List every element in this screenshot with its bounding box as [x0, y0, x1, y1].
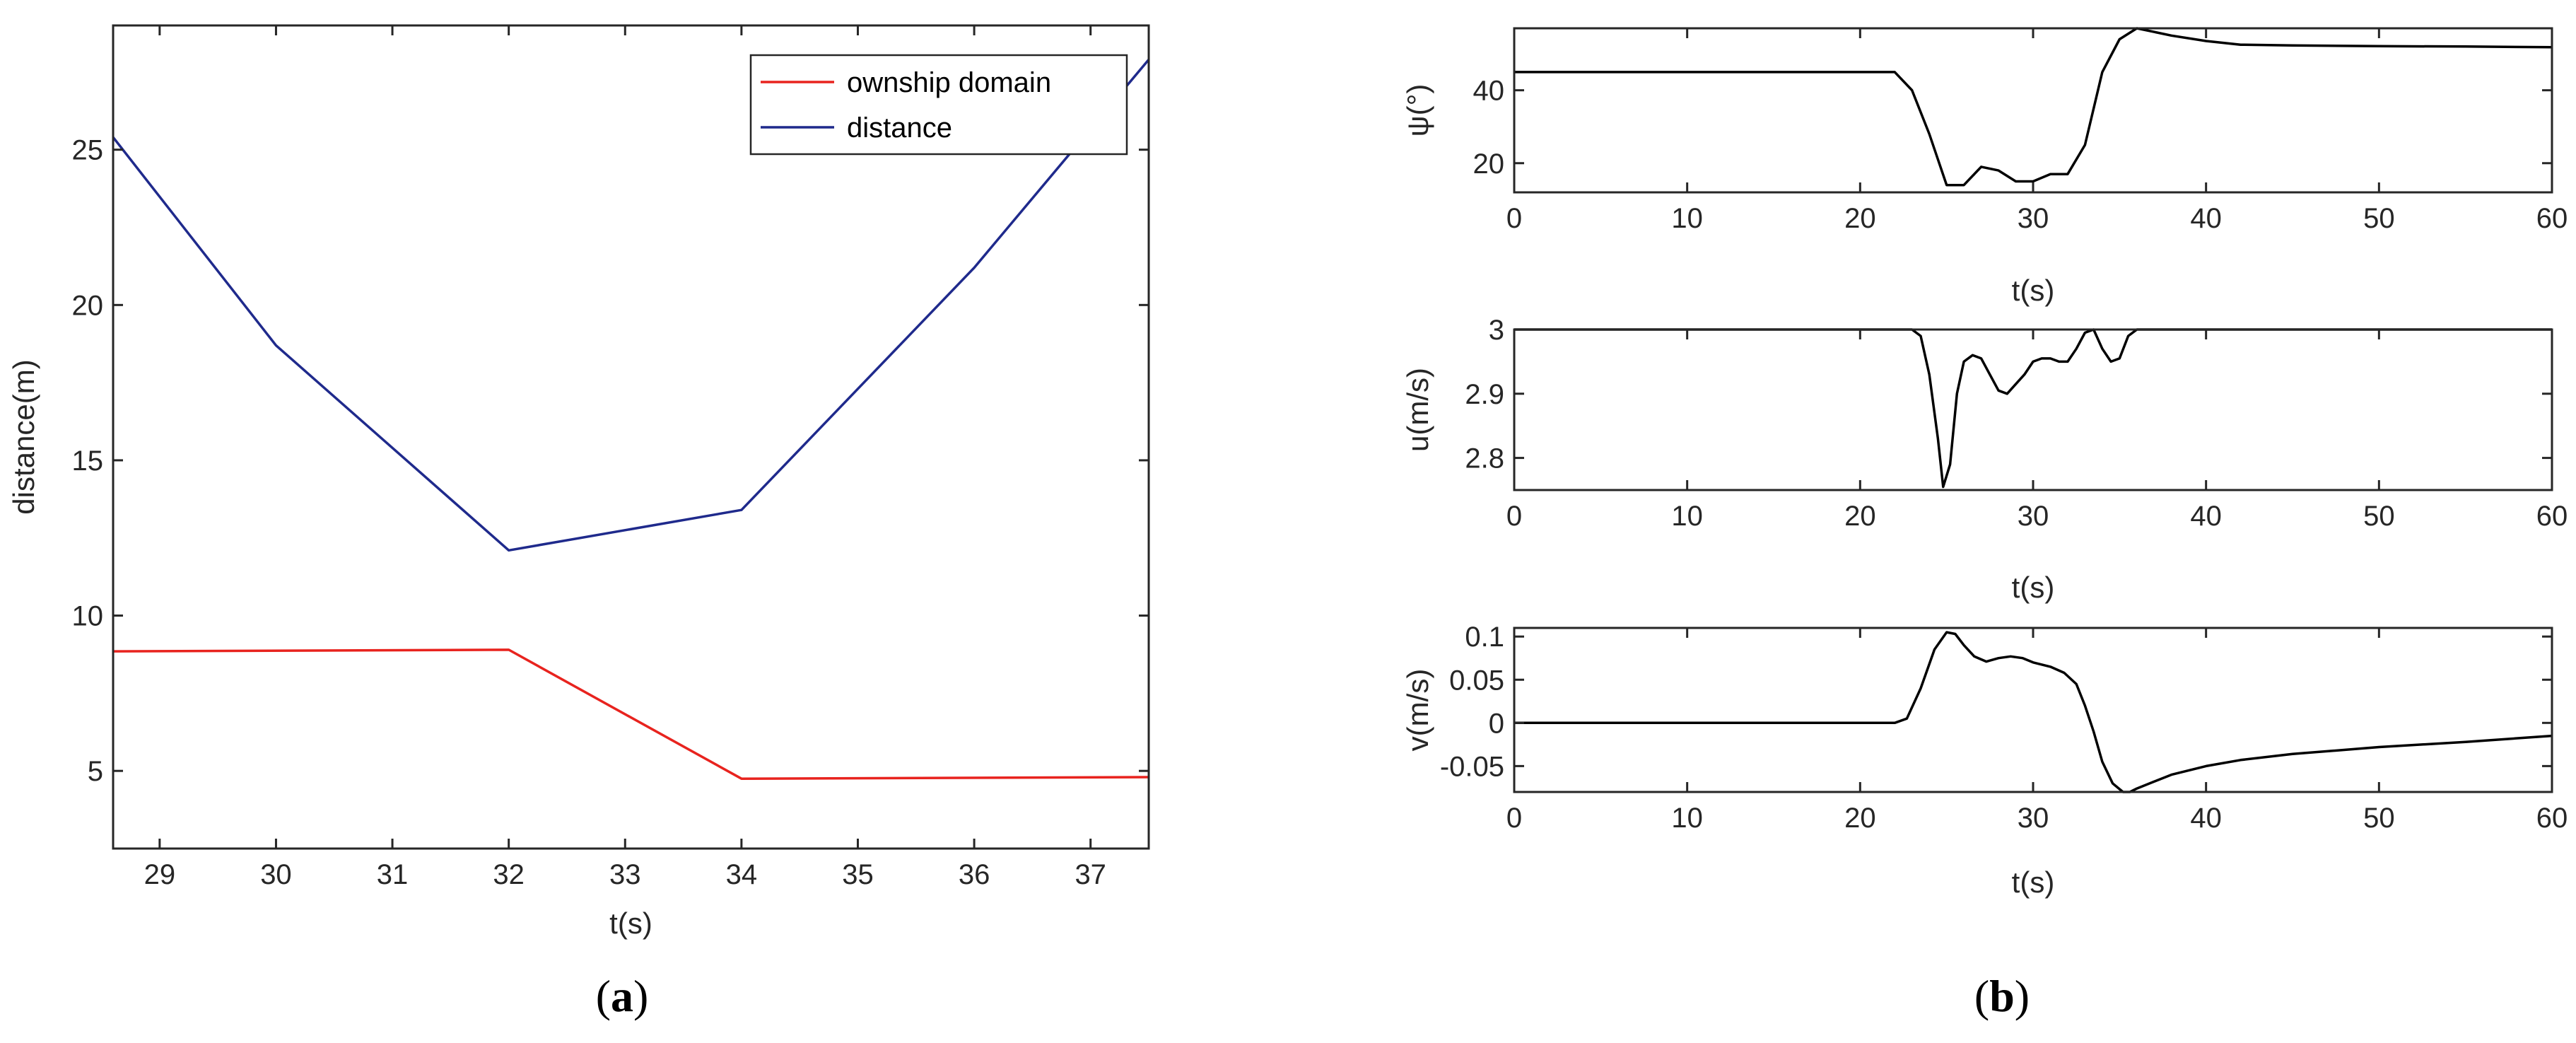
- legend: ownship domain distance: [749, 54, 1128, 156]
- chart-b-heading: 0 10 20 30 40 50 60 20 40 t(s) ψ(°): [1401, 27, 2568, 307]
- x-tick-label: 60: [2536, 501, 2568, 532]
- axes-frame: [112, 24, 1150, 850]
- y-axis-label: ψ(°): [1401, 84, 1434, 137]
- y-axis-label: v(m/s): [1401, 669, 1434, 752]
- caption-a: (a): [596, 971, 649, 1021]
- chart-b-surge-velocity: 0 10 20 30 40 50 60 2.8 2.9 3 t(s) u(m/s): [1401, 315, 2568, 604]
- x-tick-label: 50: [2363, 203, 2395, 234]
- y-axis-label: distance(m): [7, 359, 40, 514]
- x-tick-label: 36: [959, 859, 990, 890]
- legend-label-ownship-domain: ownship domain: [847, 67, 1051, 98]
- x-tick-label: 50: [2363, 501, 2395, 532]
- series-line-distance: [112, 59, 1150, 552]
- x-tick-label: 31: [377, 859, 409, 890]
- y-tick-label: 10: [72, 601, 104, 632]
- x-tick-label: 30: [2018, 203, 2049, 234]
- y-tick-label: 15: [72, 445, 104, 477]
- captions: (a) (b): [596, 971, 2030, 1021]
- y-tick-label: 20: [1473, 148, 1505, 180]
- x-axis-label: t(s): [2012, 571, 2055, 604]
- y-tick-label: 40: [1473, 76, 1505, 107]
- series-line-series-0: [1514, 631, 2553, 793]
- legend-box: [749, 54, 1128, 156]
- x-axis-label: t(s): [2012, 866, 2055, 899]
- x-tick-label: 34: [726, 859, 758, 890]
- y-tick-label: 0.1: [1465, 622, 1504, 653]
- x-tick-label: 50: [2363, 803, 2395, 834]
- x-tick-label: 10: [1671, 803, 1703, 834]
- x-tick-label: 10: [1671, 203, 1703, 234]
- x-tick-label: 60: [2536, 803, 2568, 834]
- x-tick-label: 20: [1844, 501, 1876, 532]
- x-tick-label: 60: [2536, 203, 2568, 234]
- axes-frame: [1513, 27, 2553, 194]
- y-tick-label: 20: [72, 290, 104, 321]
- x-tick-label: 32: [493, 859, 525, 890]
- x-axis-label: t(s): [2012, 274, 2055, 307]
- x-tick-label: 0: [1506, 501, 1522, 532]
- y-tick-label: 25: [72, 135, 104, 166]
- y-axis-label: u(m/s): [1401, 368, 1434, 452]
- x-tick-label: 30: [2018, 501, 2049, 532]
- series-line-ownship-domain: [112, 648, 1149, 780]
- y-tick-label: 3: [1489, 315, 1504, 346]
- caption-a-letter: a: [611, 971, 633, 1021]
- y-tick-label: 5: [88, 756, 103, 787]
- x-tick-label: 40: [2190, 803, 2222, 834]
- y-tick-label: 0.05: [1449, 665, 1504, 696]
- y-tick-label: 0: [1489, 708, 1504, 739]
- chart-a: 29 30 31 32 33 34 35 36 37 5 10 15 20 25 t(s) distance(…: [7, 24, 1150, 940]
- x-tick-label: 37: [1075, 859, 1106, 890]
- x-tick-label: 33: [609, 859, 641, 890]
- series-line-series-0: [1514, 328, 2552, 489]
- x-tick-label: 10: [1671, 501, 1703, 532]
- axes-frame: [1513, 328, 2553, 491]
- x-tick-label: 0: [1506, 803, 1522, 834]
- x-tick-label: 40: [2190, 203, 2222, 234]
- series-line-series-0: [1514, 27, 2553, 187]
- y-tick-label: 2.8: [1465, 443, 1504, 474]
- legend-label-distance: distance: [847, 112, 952, 144]
- y-tick-label: -0.05: [1440, 751, 1504, 782]
- x-tick-label: 40: [2190, 501, 2222, 532]
- caption-b: (b): [1974, 971, 2030, 1021]
- x-tick-label: 35: [842, 859, 874, 890]
- x-tick-label: 29: [144, 859, 176, 890]
- x-tick-label: 0: [1506, 203, 1522, 234]
- x-tick-label: 30: [2018, 803, 2049, 834]
- x-tick-label: 20: [1844, 803, 1876, 834]
- x-tick-label: 30: [260, 859, 292, 890]
- y-tick-label: 2.9: [1465, 379, 1504, 410]
- caption-b-letter: b: [1989, 971, 2015, 1021]
- axes-frame: [1513, 627, 2553, 793]
- x-tick-label: 20: [1844, 203, 1876, 234]
- x-axis-label: t(s): [609, 907, 652, 940]
